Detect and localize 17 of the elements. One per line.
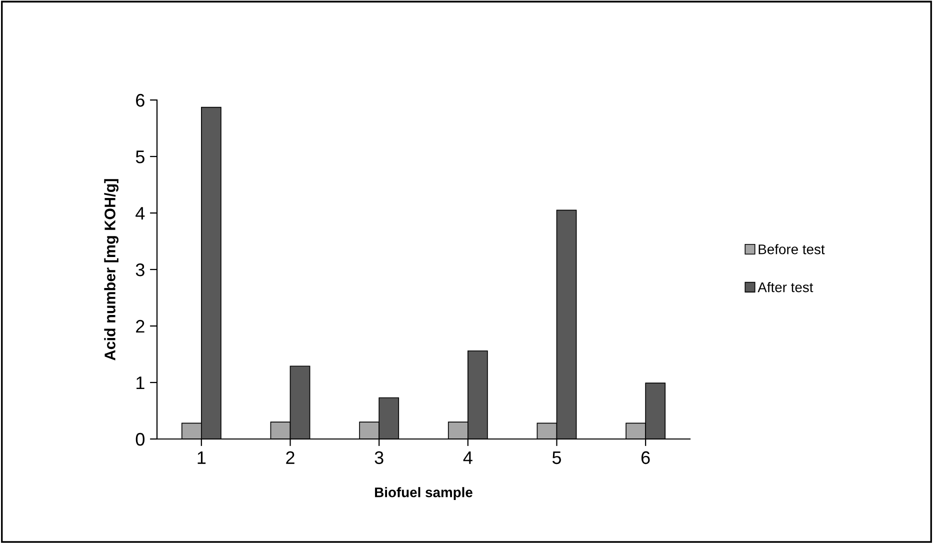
y-tick-label: 2	[136, 320, 144, 333]
x-axis-title: Biofuel sample	[375, 487, 472, 500]
y-tick-label: 4	[136, 207, 145, 220]
y-tick-label: 0	[136, 432, 144, 446]
x-tick-label: 3	[374, 451, 384, 464]
y-tick-label: 6	[136, 94, 144, 107]
y-tick-label: 3	[136, 263, 144, 276]
x-tick-label: 1	[198, 451, 206, 464]
legend-label: After test	[758, 282, 814, 292]
y-tick-label: 5	[136, 150, 144, 164]
legend-label: Before test	[758, 244, 825, 254]
y-axis-title: Acid number [mg KOH/g]	[104, 179, 118, 360]
x-tick-label: 4	[463, 451, 472, 464]
x-tick-label: 5	[552, 451, 562, 464]
x-tick-label: 6	[641, 451, 650, 464]
x-tick-label: 2	[286, 451, 294, 464]
y-tick-label: 1	[136, 376, 144, 390]
